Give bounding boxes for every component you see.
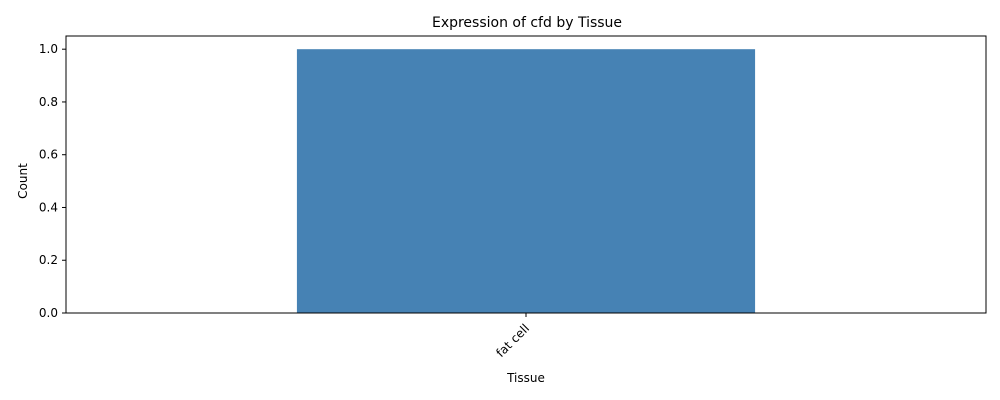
y-tick-label: 0.0 [39,306,58,320]
y-tick-label: 0.4 [39,200,58,214]
axes-border [65,35,987,314]
y-tick-label: 0.6 [39,148,58,162]
chart-title: Expression of cfd by Tissue [432,15,622,31]
y-axis: 0.0 0.2 0.4 0.6 0.8 1.0 [39,42,66,320]
axes-frame [65,35,987,314]
plot-area [296,49,756,313]
y-tick-label: 0.2 [39,253,58,267]
x-tick-label: fat cell [493,321,532,360]
y-tick-label: 0.8 [39,95,58,109]
bar [296,49,756,313]
x-axis: fat cell [493,313,532,360]
x-axis-title: Tissue [506,371,545,385]
y-axis-title: Count [16,163,30,199]
y-tick-label: 1.0 [39,42,58,56]
